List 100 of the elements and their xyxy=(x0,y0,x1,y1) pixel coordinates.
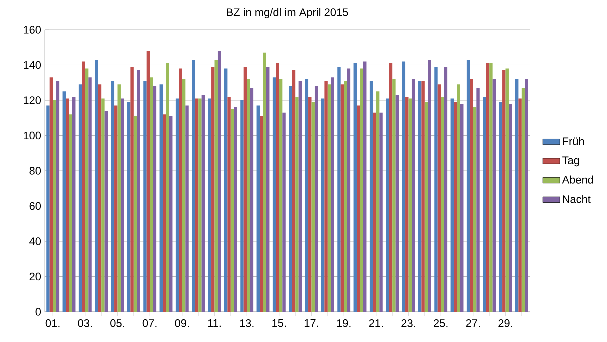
bar xyxy=(214,60,218,312)
x-tick-label: 23. xyxy=(402,320,416,328)
bar xyxy=(234,108,238,312)
bar xyxy=(340,84,344,312)
bar xyxy=(438,84,442,312)
x-tick-label: 05. xyxy=(110,320,124,328)
x-tick-label: 09. xyxy=(175,320,190,328)
legend-label: Abend xyxy=(562,176,594,184)
bar xyxy=(212,67,215,312)
bar xyxy=(114,106,118,312)
bar xyxy=(486,63,490,312)
x-tick-label: 11. xyxy=(208,320,221,328)
x-tick-label: 27. xyxy=(466,320,480,328)
bar xyxy=(228,96,231,312)
bar xyxy=(360,68,364,312)
bar xyxy=(182,79,186,312)
bar xyxy=(279,79,283,312)
bar xyxy=(402,62,406,312)
bar xyxy=(256,106,260,312)
bar xyxy=(357,106,360,312)
bar xyxy=(502,70,506,312)
bar xyxy=(53,100,56,312)
x-tick-label: 03. xyxy=(78,320,92,328)
bar xyxy=(160,84,164,312)
bar xyxy=(263,52,266,312)
bar xyxy=(328,84,332,312)
bar xyxy=(499,102,503,312)
bar xyxy=(56,81,60,312)
bar xyxy=(428,60,432,312)
bar xyxy=(444,67,448,312)
x-tick-label: 19. xyxy=(337,320,351,328)
bar xyxy=(282,112,286,312)
bar xyxy=(130,67,134,312)
bar xyxy=(66,98,70,312)
bar xyxy=(69,114,72,312)
bar xyxy=(137,70,140,312)
x-tick-label: 29. xyxy=(498,320,512,328)
legend-label: Tag xyxy=(562,156,580,167)
bar xyxy=(176,98,180,312)
bar xyxy=(373,112,376,312)
bar xyxy=(208,98,212,312)
bar xyxy=(347,68,351,312)
bar xyxy=(354,63,358,312)
bar xyxy=(324,81,328,312)
bar xyxy=(406,96,409,312)
bar xyxy=(418,81,422,312)
bar xyxy=(72,96,76,312)
bar xyxy=(218,51,222,312)
x-tick-label: 21. xyxy=(369,320,384,328)
bar xyxy=(260,116,264,312)
y-tick-label: 20 xyxy=(30,272,42,281)
bar xyxy=(298,81,302,312)
bar xyxy=(230,109,234,312)
bar xyxy=(247,79,250,312)
bar xyxy=(473,108,477,312)
bar xyxy=(492,79,496,312)
bar xyxy=(102,98,105,312)
bar xyxy=(244,67,248,312)
bar xyxy=(153,86,157,312)
bar xyxy=(380,112,383,312)
bar xyxy=(389,63,393,312)
bar xyxy=(179,68,182,312)
bar xyxy=(522,88,526,312)
bar xyxy=(98,84,102,312)
bar xyxy=(186,106,189,312)
bar xyxy=(483,96,486,312)
bar xyxy=(144,81,147,312)
bar xyxy=(305,79,309,312)
bar xyxy=(331,78,334,312)
bar xyxy=(266,67,270,312)
bar xyxy=(386,98,390,312)
bar xyxy=(470,79,474,312)
bar xyxy=(490,63,493,312)
bar xyxy=(127,102,131,312)
bar xyxy=(111,81,115,312)
bar xyxy=(192,60,196,312)
bar xyxy=(454,102,458,312)
bar xyxy=(202,95,206,312)
bar xyxy=(321,98,325,312)
bar xyxy=(50,78,54,312)
bar xyxy=(476,88,480,312)
x-tick-label: 07. xyxy=(142,320,157,328)
bar xyxy=(525,79,528,312)
bar xyxy=(85,68,89,312)
bar xyxy=(78,84,82,312)
bar xyxy=(392,79,396,312)
y-tick-label: 40 xyxy=(30,238,42,246)
y-tick-label: 0 xyxy=(36,308,42,316)
bar xyxy=(240,100,244,312)
bar xyxy=(412,79,416,312)
bar xyxy=(272,78,276,312)
bar xyxy=(450,98,454,312)
y-tick-label: 80 xyxy=(30,167,42,175)
bar xyxy=(276,63,280,312)
bar xyxy=(292,70,296,312)
bar xyxy=(250,88,254,312)
bar xyxy=(198,98,202,312)
bar xyxy=(296,96,299,312)
bar xyxy=(95,60,98,312)
bar xyxy=(134,116,138,312)
